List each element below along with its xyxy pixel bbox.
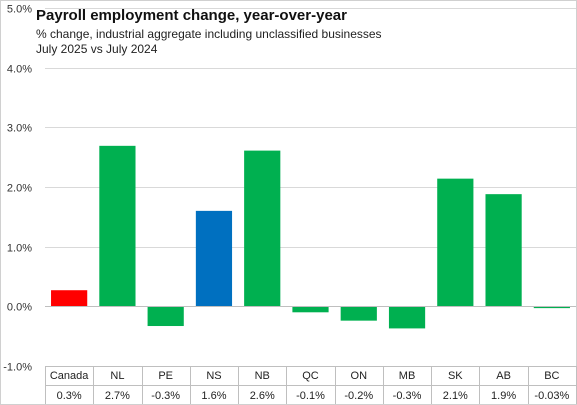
chart-title: Payroll employment change, year-over-yea… (36, 7, 347, 24)
chart-period: July 2025 vs July 2024 (36, 42, 158, 56)
data-label: 0.3% (57, 390, 82, 402)
data-label: -0.3% (151, 390, 180, 402)
y-tick-label: -1.0% (3, 362, 32, 374)
bar-mb (388, 306, 426, 329)
bar-nb (244, 150, 281, 307)
data-table: Canada 0.3% NL 2.7% PE -0.3% NS 1.6% NB 2.6% QC -0.… (45, 366, 577, 404)
y-tick-label: 3.0% (7, 123, 32, 135)
bar-nl (99, 145, 136, 307)
bars (51, 145, 570, 329)
category-label: MB (399, 370, 416, 382)
y-tick-label: 4.0% (7, 64, 32, 76)
bar-pe (147, 306, 184, 327)
data-label: -0.3% (393, 390, 422, 402)
category-label: BC (544, 370, 559, 382)
category-label: NS (206, 370, 221, 382)
y-tick-label: 5.0% (7, 4, 32, 16)
bar-on (340, 306, 377, 321)
category-label: ON (351, 370, 368, 382)
data-label: -0.2% (344, 390, 373, 402)
category-label: PE (158, 370, 173, 382)
data-label: -0.1% (296, 390, 325, 402)
bar-canada (51, 290, 88, 307)
bar-bc (533, 306, 570, 309)
y-tick-label: 2.0% (7, 183, 32, 195)
category-label: AB (496, 370, 511, 382)
data-label: 1.9% (491, 390, 516, 402)
y-axis-ticks: -1.0% 0.0% 1.0% 2.0% 3.0% 4.0% 5.0% (3, 4, 32, 374)
bar-qc (292, 306, 329, 313)
chart-subtitle: % change, industrial aggregate including… (36, 27, 382, 41)
category-label: NL (110, 370, 124, 382)
bar-ns (195, 210, 233, 307)
data-label: 2.1% (443, 390, 468, 402)
category-label: NB (255, 370, 270, 382)
bar-ab (485, 194, 522, 307)
data-label: -0.03% (534, 390, 569, 402)
category-label: SK (448, 370, 463, 382)
category-label: Canada (50, 370, 89, 382)
data-label: 1.6% (201, 390, 226, 402)
data-label: 2.6% (250, 390, 275, 402)
y-tick-label: 0.0% (7, 302, 32, 314)
category-label: QC (302, 370, 319, 382)
y-tick-label: 1.0% (7, 243, 32, 255)
bar-sk (437, 178, 474, 307)
data-label: 2.7% (105, 390, 130, 402)
